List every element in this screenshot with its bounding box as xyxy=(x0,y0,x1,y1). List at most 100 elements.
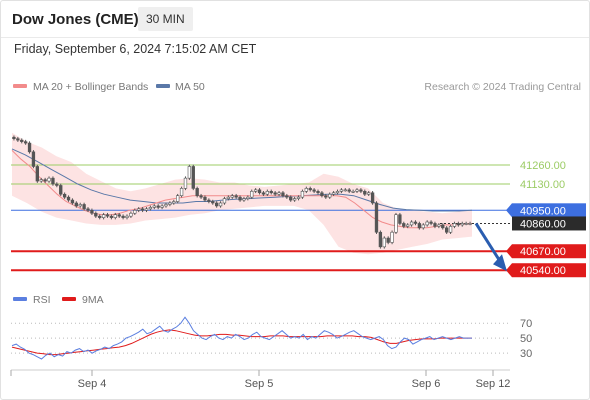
projection xyxy=(474,222,507,272)
candle-body xyxy=(398,214,402,224)
candle-body xyxy=(27,142,32,153)
candle-body xyxy=(183,177,188,189)
legend-rsi-ma-label: 9MA xyxy=(82,294,104,306)
candle-body xyxy=(444,227,449,233)
interval-button[interactable]: 30 MIN xyxy=(138,7,193,31)
candle-body xyxy=(101,214,106,218)
candle-body xyxy=(211,201,215,204)
candle-body xyxy=(304,188,308,192)
candle-body xyxy=(289,196,293,201)
candle-body xyxy=(394,214,398,233)
candle-body xyxy=(296,196,301,199)
candle-body xyxy=(168,202,172,205)
candle-body xyxy=(70,199,75,204)
candle-body xyxy=(140,208,145,211)
candle-body xyxy=(429,221,433,224)
x-tick-label-Sep-5: Sep 5 xyxy=(245,378,274,390)
level-label-40860.00: 40860.00 xyxy=(520,218,566,230)
candle-body xyxy=(51,177,55,185)
level-label-40540.00: 40540.00 xyxy=(520,265,566,277)
candle-body xyxy=(152,205,156,208)
candle-body xyxy=(386,237,390,243)
candle-body xyxy=(35,166,40,182)
level-label-box xyxy=(512,263,586,278)
candle-body xyxy=(464,223,468,225)
rsi-ma-line xyxy=(11,329,472,356)
candle-body xyxy=(413,221,418,224)
bollinger-band-area xyxy=(12,132,472,255)
candle-body xyxy=(16,138,20,141)
candle-body xyxy=(273,192,277,195)
candle-body xyxy=(250,191,254,198)
candle-body xyxy=(90,210,94,214)
level-label-40950.00: 40950.00 xyxy=(520,205,566,217)
candle-body xyxy=(343,189,347,192)
candle-body xyxy=(191,166,195,189)
candle-body xyxy=(370,192,375,204)
candle-body xyxy=(121,215,125,218)
candle-body xyxy=(257,189,262,194)
candle-body xyxy=(363,191,367,195)
rsi-tick-50: 50 xyxy=(520,333,532,345)
chart-datetime: Friday, September 6, 2024 7:15:02 AM CET xyxy=(14,42,257,56)
candle-body xyxy=(335,191,340,194)
candle-body xyxy=(86,208,90,211)
candle-body xyxy=(425,221,429,226)
candle-body xyxy=(94,212,98,217)
legend-ma50-label: MA 50 xyxy=(175,81,205,93)
candle-body xyxy=(156,205,160,208)
projection-arrow-head xyxy=(493,254,507,272)
candle-body xyxy=(242,198,246,201)
candle-body xyxy=(59,185,63,195)
legend: MA 20 + Bollinger Bands MA 50 Research ©… xyxy=(13,81,581,306)
rsi-line xyxy=(11,316,472,360)
legend-rsi-swatch xyxy=(13,297,27,301)
candle-body xyxy=(433,223,437,227)
candle-body xyxy=(308,188,312,191)
candle-body xyxy=(164,204,168,207)
candle-body xyxy=(12,136,16,139)
candle-body xyxy=(74,202,78,207)
candle-body xyxy=(133,210,137,214)
candle-body xyxy=(277,192,281,195)
candle-body xyxy=(269,191,273,194)
candle-body xyxy=(55,183,59,186)
candle-body xyxy=(441,224,445,229)
candle-body xyxy=(261,192,266,195)
level-label-box xyxy=(512,203,586,218)
level-label-pointer xyxy=(506,244,512,259)
candle-body xyxy=(328,193,332,198)
candle-body xyxy=(113,214,117,218)
candle-body xyxy=(452,223,457,227)
rsi-tick-70: 70 xyxy=(520,318,532,330)
candle-body xyxy=(265,191,270,195)
candle-body xyxy=(246,196,250,199)
candle-body xyxy=(78,204,82,207)
candle-body xyxy=(468,223,472,225)
candle-body xyxy=(417,223,422,229)
candle-body xyxy=(117,214,121,217)
candle-body xyxy=(355,189,359,192)
legend-rsi-label: RSI xyxy=(33,294,51,306)
candle-body xyxy=(172,201,176,204)
x-axis: Sep 4 Sep 5 Sep 6 Sep 12 xyxy=(10,369,510,390)
candle-body xyxy=(316,191,320,194)
legend-rsi-ma-swatch xyxy=(62,297,76,301)
candle-body xyxy=(203,196,207,201)
chart-header: Dow Jones (CME) 30 MIN xyxy=(1,1,589,38)
level-label-pointer xyxy=(506,263,512,278)
candle-body xyxy=(82,204,86,210)
candle-body xyxy=(238,196,242,201)
candle-body xyxy=(62,193,67,198)
candle-body xyxy=(448,226,453,233)
ma50-line xyxy=(11,148,473,212)
candle-body xyxy=(359,189,363,192)
candle-body xyxy=(285,195,289,198)
candle-body xyxy=(109,215,114,218)
legend-ma20-swatch xyxy=(13,84,27,88)
candle-body xyxy=(234,195,238,198)
candle-body xyxy=(230,195,234,198)
candle-body xyxy=(367,192,371,195)
candle-body xyxy=(148,207,153,210)
